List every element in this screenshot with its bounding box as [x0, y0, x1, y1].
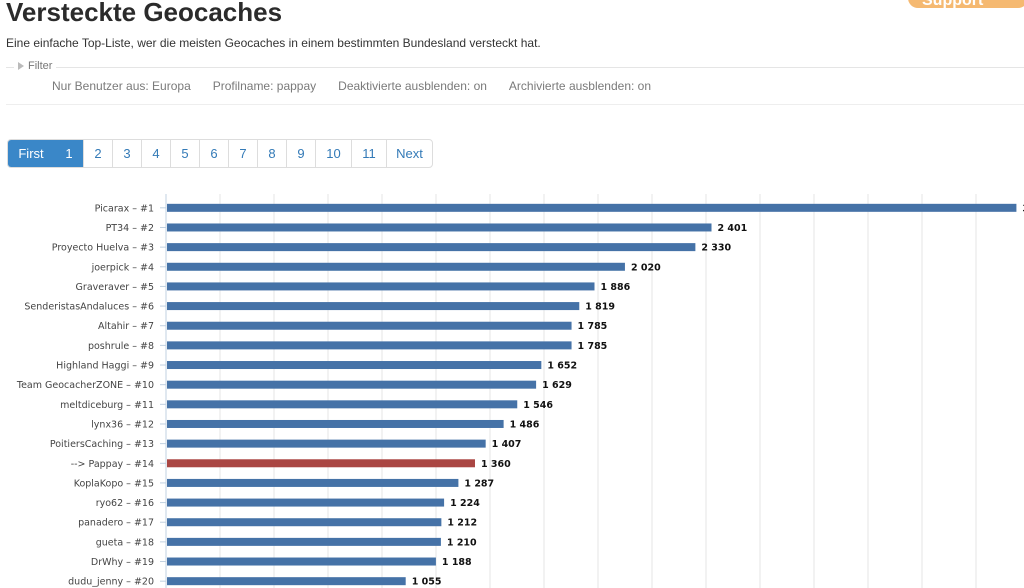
value-label: 1 652 — [547, 361, 577, 372]
filter-item-deactivated: Deaktivierte ausblenden: on — [338, 79, 487, 93]
category-label: Graveraver – #5 — [76, 282, 154, 293]
value-label: 2 401 — [718, 223, 748, 234]
category-label: joerpick – #4 — [91, 262, 154, 273]
filter-toggle[interactable]: Filter — [14, 60, 57, 72]
value-label: 1 785 — [578, 341, 608, 352]
value-label: 1 407 — [492, 439, 522, 450]
category-label: Team GeocacherZONE – #10 — [16, 380, 154, 391]
data-bar — [167, 439, 486, 448]
ranking-bar-chart: Picarax – #1 3 743 PT34 – #2 2 401 Proyecto … — [16, 194, 1024, 588]
data-bar — [167, 341, 572, 350]
page-10-button[interactable]: 10 — [315, 140, 351, 167]
category-label: dudu_jenny – #20 — [68, 577, 154, 588]
page-next-button[interactable]: Next — [386, 140, 432, 167]
value-label: 1 360 — [481, 459, 511, 470]
value-label: 1 287 — [464, 478, 494, 489]
support-button[interactable]: Support — [908, 0, 1024, 9]
category-label: meltdiceburg – #11 — [60, 400, 154, 411]
value-label: 1 188 — [442, 557, 472, 568]
category-label: --> Pappay – #14 — [71, 459, 154, 470]
data-bar — [167, 498, 445, 507]
data-bar — [167, 478, 459, 487]
data-bar — [167, 302, 580, 311]
page-3-button[interactable]: 3 — [112, 140, 141, 167]
category-label: poshrule – #8 — [88, 341, 154, 352]
section-divider — [6, 104, 1024, 105]
filter-item-archived: Archivierte ausblenden: on — [508, 79, 652, 93]
page-2-button[interactable]: 2 — [83, 140, 112, 167]
category-label: SenderistasAndaluces – #6 — [24, 302, 154, 313]
value-label: 1 629 — [542, 380, 572, 391]
data-bar — [167, 262, 625, 271]
value-label: 2 020 — [631, 262, 661, 273]
value-label: 3 743 — [1022, 203, 1024, 214]
value-label: 1 224 — [450, 498, 480, 509]
page-9-button[interactable]: 9 — [286, 140, 315, 167]
expand-triangle-icon — [18, 62, 24, 70]
filter-summary: Nur Benutzer aus: Europa Profilname: pap… — [52, 79, 651, 93]
value-label: 1 886 — [600, 282, 630, 293]
data-bar — [167, 223, 712, 232]
category-label: Highland Haggi – #9 — [56, 361, 154, 372]
data-bar — [167, 321, 572, 330]
data-bar — [167, 537, 441, 546]
page-subtitle: Eine einfache Top-Liste, wer die meisten… — [6, 36, 541, 50]
value-label: 1 546 — [523, 400, 553, 411]
page-7-button[interactable]: 7 — [228, 140, 257, 167]
value-label: 1 210 — [447, 537, 477, 548]
page-11-button[interactable]: 11 — [351, 140, 386, 167]
category-label: DrWhy – #19 — [91, 557, 154, 568]
filter-item-country: Nur Benutzer aus: Europa — [52, 79, 191, 93]
data-bar — [167, 361, 542, 370]
value-label: 1 055 — [412, 577, 442, 588]
category-label: lynx36 – #12 — [91, 419, 154, 430]
value-label: 1 819 — [585, 302, 615, 313]
page-1-button[interactable]: 1 — [54, 140, 83, 167]
category-label: Proyecto Huelva – #3 — [52, 243, 154, 254]
data-bar — [167, 419, 504, 428]
data-bar — [167, 459, 475, 468]
category-label: Picarax – #1 — [95, 203, 154, 214]
data-bar — [167, 557, 436, 566]
page-title: Versteckte Geocaches — [6, 0, 283, 27]
value-label: 1 486 — [510, 419, 540, 430]
filter-legend-label: Filter — [28, 60, 53, 72]
category-label: gueta – #18 — [96, 537, 154, 548]
value-label: 1 212 — [447, 518, 477, 529]
category-label: KoplaKopo – #15 — [74, 478, 154, 489]
category-label: PT34 – #2 — [106, 223, 154, 234]
filter-divider — [6, 67, 1024, 68]
page-5-button[interactable]: 5 — [170, 140, 199, 167]
data-bar — [167, 577, 406, 586]
data-bar — [167, 203, 1017, 212]
pagination: First 1 2 3 4 5 6 7 8 9 10 11 Next — [7, 139, 433, 168]
page-4-button[interactable]: 4 — [141, 140, 170, 167]
data-bar — [167, 380, 537, 389]
category-label: Altahir – #7 — [98, 321, 154, 332]
value-label: 2 330 — [701, 243, 731, 254]
category-label: panadero – #17 — [78, 518, 154, 529]
page-8-button[interactable]: 8 — [257, 140, 286, 167]
data-bar — [167, 518, 442, 527]
data-bar — [167, 400, 518, 409]
page-6-button[interactable]: 6 — [199, 140, 228, 167]
category-label: PoitiersCaching – #13 — [50, 439, 154, 450]
data-bar — [167, 243, 696, 252]
filter-item-profile: Profilname: pappay — [212, 79, 317, 93]
page-first-button[interactable]: First — [8, 140, 54, 167]
data-bar — [167, 282, 595, 291]
category-label: ryo62 – #16 — [96, 498, 154, 509]
value-label: 1 785 — [578, 321, 608, 332]
